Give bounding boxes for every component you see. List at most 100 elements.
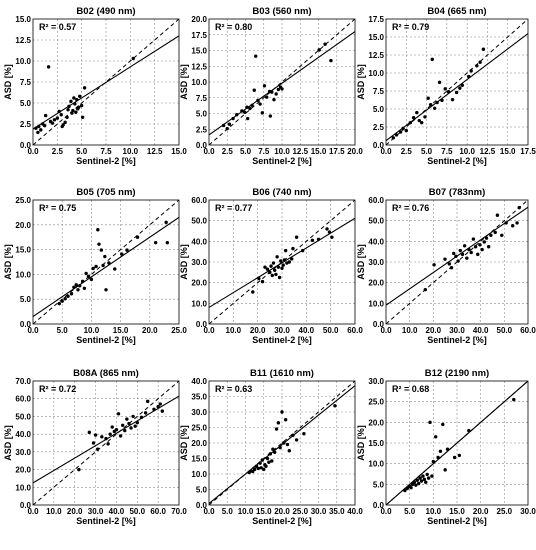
x-tick-label: 20.0 bbox=[274, 507, 290, 516]
r-squared-label: R² = 0.77 bbox=[215, 203, 252, 213]
data-point bbox=[263, 265, 267, 269]
data-point bbox=[408, 120, 413, 125]
y-tick-label: 0.0 bbox=[20, 320, 32, 329]
data-point bbox=[257, 276, 261, 281]
x-tick-label: 0.0 bbox=[380, 326, 392, 335]
y-tick-label: 10.0 bbox=[15, 270, 31, 279]
scatter-panel-5: 0.0 10.0 20.0 30.0 40.0 50.0 60.0 0.0 10.0 20.0 30… bbox=[179, 187, 363, 345]
data-point bbox=[401, 126, 405, 131]
data-point bbox=[276, 87, 281, 92]
data-point bbox=[443, 87, 447, 91]
data-point bbox=[511, 224, 515, 228]
x-tick-label: 10.0 bbox=[426, 507, 442, 516]
data-point bbox=[274, 427, 279, 431]
data-point bbox=[475, 64, 479, 68]
data-point bbox=[63, 120, 67, 125]
data-point bbox=[391, 136, 396, 140]
data-point bbox=[120, 423, 125, 427]
data-point bbox=[467, 428, 471, 433]
y-tick-label: 30.0 bbox=[368, 258, 384, 267]
data-point bbox=[420, 120, 424, 125]
data-point bbox=[43, 113, 48, 118]
data-point bbox=[129, 426, 133, 430]
y-tick-label: 15.0 bbox=[368, 439, 384, 448]
data-point bbox=[97, 242, 101, 246]
x-tick-label: 60.0 bbox=[150, 507, 166, 516]
data-point bbox=[452, 455, 457, 460]
data-point bbox=[227, 122, 232, 126]
y-tick-label: 40.0 bbox=[368, 237, 384, 246]
data-point bbox=[325, 227, 329, 231]
y-tick-label: 10.0 bbox=[191, 78, 207, 87]
y-tick-label: 0.0 bbox=[196, 141, 208, 150]
x-tick-label: 12.5 bbox=[480, 147, 496, 156]
data-point bbox=[82, 286, 87, 290]
panel-title: B03 (560 nm) bbox=[252, 6, 311, 17]
data-point bbox=[135, 420, 139, 425]
data-point bbox=[421, 474, 425, 478]
data-point bbox=[280, 410, 284, 414]
data-point bbox=[478, 60, 482, 64]
r-squared-label: R² = 0.63 bbox=[215, 384, 252, 394]
data-point bbox=[66, 108, 70, 112]
data-point bbox=[146, 399, 150, 404]
x-tick-label: 10.0 bbox=[402, 326, 418, 335]
y-tick-label: 15.0 bbox=[191, 455, 207, 464]
data-point bbox=[252, 467, 257, 472]
y-tick-label: 60.0 bbox=[191, 196, 207, 205]
x-tick-label: 60.0 bbox=[520, 326, 536, 335]
y-axis-label: ASD [%] bbox=[3, 425, 13, 461]
data-point bbox=[452, 251, 456, 256]
panel-title: B07 (783nm) bbox=[429, 187, 486, 198]
data-point bbox=[271, 447, 275, 451]
data-point bbox=[469, 69, 473, 73]
y-tick-label: 5.0 bbox=[196, 110, 208, 119]
x-tick-label: 0.0 bbox=[380, 507, 392, 516]
data-point bbox=[164, 220, 168, 225]
data-point bbox=[110, 425, 114, 429]
data-point bbox=[78, 94, 82, 98]
x-axis-label: Sentinel-2 [%] bbox=[76, 516, 136, 526]
data-point bbox=[465, 256, 469, 260]
y-tick-label: 10.0 bbox=[191, 299, 207, 308]
x-tick-label: 0.0 bbox=[380, 147, 392, 156]
y-tick-label: 10.0 bbox=[15, 57, 31, 66]
y-tick-label: 7.5 bbox=[20, 78, 32, 87]
y-tick-label: 25.0 bbox=[368, 398, 384, 407]
x-tick-label: 60.0 bbox=[347, 326, 363, 335]
y-tick-label: 25.0 bbox=[191, 424, 207, 433]
data-point bbox=[489, 233, 493, 237]
y-axis-label: ASD [%] bbox=[3, 244, 13, 280]
plot-frame bbox=[385, 18, 529, 146]
data-point bbox=[482, 240, 487, 244]
x-tick-label: 15.0 bbox=[449, 507, 465, 516]
x-tick-label: 7.5 bbox=[441, 147, 453, 156]
y-tick-label: 5.0 bbox=[20, 99, 32, 108]
panel-title: B08A (865 nm) bbox=[73, 368, 139, 379]
data-point bbox=[290, 257, 294, 261]
data-point bbox=[258, 102, 262, 106]
scatter-panel-8: 0.0 5.0 10.0 15.0 20.0 25.0 30.0 35.0 40.00.05.0… bbox=[179, 368, 363, 526]
data-point bbox=[256, 466, 260, 471]
data-point bbox=[471, 237, 476, 241]
y-tick-label: 12.5 bbox=[15, 36, 31, 45]
data-point bbox=[108, 432, 112, 436]
data-point bbox=[74, 283, 78, 287]
x-tick-label: 10.0 bbox=[238, 507, 254, 516]
plot-frame bbox=[208, 199, 356, 325]
data-point bbox=[512, 397, 516, 402]
one-to-one-line bbox=[386, 19, 528, 145]
data-point bbox=[443, 257, 447, 261]
data-point bbox=[394, 133, 399, 137]
data-point bbox=[123, 428, 127, 433]
data-point bbox=[431, 459, 436, 464]
y-tick-label: 20.0 bbox=[15, 221, 31, 230]
data-point bbox=[425, 472, 429, 477]
data-point bbox=[65, 115, 69, 119]
x-tick-label: 10.0 bbox=[274, 147, 290, 156]
data-point bbox=[74, 110, 78, 114]
data-point bbox=[84, 271, 88, 276]
data-point bbox=[291, 433, 295, 437]
data-point bbox=[153, 240, 158, 245]
data-point bbox=[316, 237, 321, 241]
